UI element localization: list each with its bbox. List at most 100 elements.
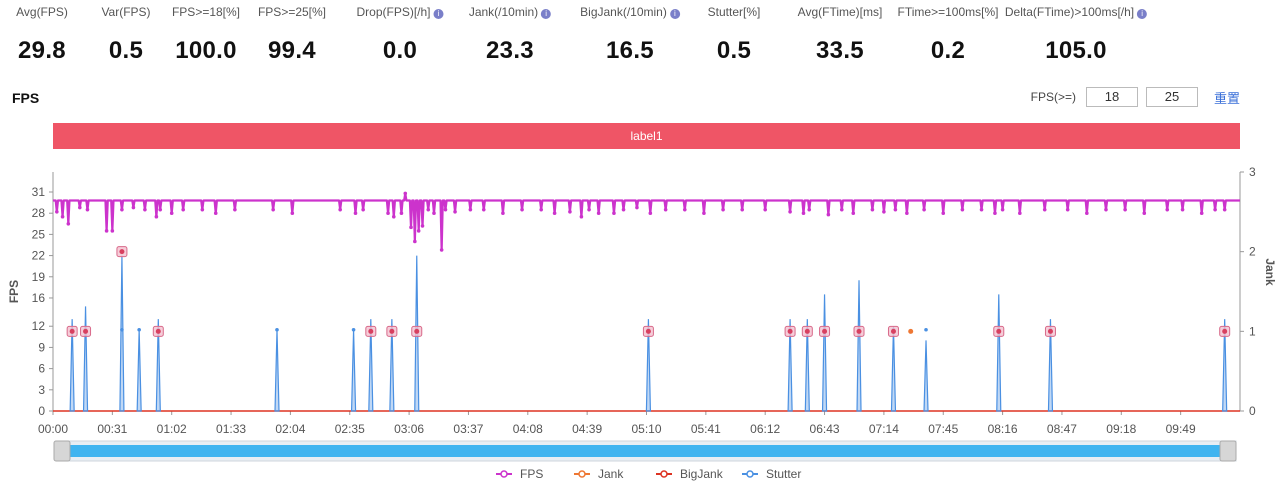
fps-point: [612, 211, 616, 215]
info-icon[interactable]: i: [669, 9, 680, 19]
zoom-handle-right[interactable]: [1219, 440, 1237, 462]
stutter-spike: [155, 319, 161, 412]
fps-point: [181, 207, 185, 212]
fps-point: [826, 212, 831, 217]
info-icon[interactable]: i: [1137, 9, 1148, 19]
zoom-handle-left[interactable]: [53, 440, 71, 462]
stutter-spike: [350, 329, 357, 412]
x-tick-label: 06:43: [810, 422, 840, 436]
stutter-spike: [1222, 319, 1228, 412]
fps-point: [501, 211, 505, 215]
reset-button[interactable]: 重置: [1213, 90, 1240, 106]
stat-value: 0.5: [108, 37, 144, 64]
fps-point: [290, 211, 295, 215]
fps-point: [1104, 207, 1108, 212]
fps-point: [587, 207, 591, 212]
fps-point: [1142, 211, 1147, 215]
fps-point: [386, 211, 390, 215]
stutter-point: [924, 327, 928, 332]
y-right-tick-label: 2: [1249, 245, 1256, 259]
legend-label[interactable]: Stutter: [766, 467, 801, 481]
x-tick-label: 07:14: [869, 422, 899, 436]
fps-point: [158, 207, 163, 212]
fps-point: [66, 221, 71, 226]
stutter-spike: [274, 329, 280, 412]
jank-marker-dot: [804, 328, 810, 334]
fps-point: [788, 209, 792, 214]
stat-0: Avg(FPS) 29.8: [16, 0, 68, 65]
fps-point: [648, 211, 653, 215]
fps-point: [1000, 207, 1005, 212]
x-tick-label: 06:12: [750, 422, 780, 436]
legend-label[interactable]: FPS: [520, 467, 543, 481]
threshold-input-low[interactable]: 18: [1085, 87, 1138, 107]
label-band-text: label1: [630, 129, 662, 143]
y-left-tick-label: 25: [32, 227, 46, 241]
fps-point: [200, 207, 205, 212]
stat-6: BigJank(/10min) i 16.5: [580, 0, 680, 65]
stat-value: 29.8: [18, 37, 66, 64]
y-right-tick-label: 0: [1249, 404, 1256, 418]
info-icon[interactable]: i: [541, 9, 552, 19]
x-tick-label: 03:37: [453, 422, 483, 436]
x-tick-label: 00:31: [97, 422, 127, 436]
fps-point: [85, 207, 90, 212]
zoom-slider-range[interactable]: [66, 445, 1226, 457]
fps-point: [1180, 207, 1185, 212]
legend-marker: [746, 470, 754, 478]
stat-label: Stutter[%]: [708, 4, 761, 20]
stat-8: Avg(FTime)[ms] 33.5: [798, 0, 883, 65]
y-right-axis-title: Jank: [1263, 258, 1277, 286]
stat-label: BigJank(/10min) i: [580, 4, 680, 20]
legend-label[interactable]: BigJank: [680, 467, 724, 481]
y-left-tick-label: 19: [32, 270, 46, 284]
jank-marker-dot: [414, 328, 420, 334]
jank-marker-dot: [389, 328, 395, 334]
fps-point: [520, 207, 524, 212]
x-tick-label: 09:18: [1106, 422, 1136, 436]
legend-marker: [500, 470, 508, 478]
fps-point: [922, 207, 926, 212]
fps-point: [391, 214, 396, 219]
threshold-label: FPS(>=): [1030, 90, 1076, 104]
fps-point: [481, 207, 486, 212]
stats-bar: Avg(FPS) 29.8 Var(FPS) 0.5 FPS>=18[%] 100.0 FP…: [0, 0, 1280, 70]
stat-4: Drop(FPS)[/h] i 0.0: [356, 0, 444, 65]
threshold-input-high[interactable]: 25: [1145, 87, 1198, 107]
fps-point: [60, 214, 65, 219]
fps-point: [1042, 207, 1047, 212]
stat-label-text: BigJank(/10min): [580, 5, 667, 19]
stutter-spike: [821, 294, 828, 412]
stutter-spike: [82, 306, 89, 412]
jank-marker-dot: [69, 328, 75, 334]
stat-label: FPS>=18[%]: [172, 4, 240, 20]
fps-point: [1085, 211, 1089, 215]
fps-point: [721, 207, 725, 212]
fps-point: [740, 207, 745, 212]
fps-point: [682, 207, 687, 212]
stat-label-text: Stutter[%]: [707, 5, 761, 19]
fps-point: [1018, 211, 1022, 215]
fps-point: [55, 209, 59, 214]
stat-value: 0.2: [930, 37, 966, 64]
fps-point: [169, 211, 174, 215]
legend-label[interactable]: Jank: [598, 467, 624, 481]
fps-point: [432, 211, 436, 215]
fps-point: [702, 211, 706, 215]
jank-marker-dot: [787, 328, 793, 334]
stat-value: 105.0: [1045, 37, 1107, 64]
x-tick-label: 07:45: [928, 422, 958, 436]
y-left-tick-label: 6: [38, 362, 45, 376]
jank-marker-dot: [119, 249, 125, 255]
fps-point: [154, 214, 159, 219]
info-icon[interactable]: i: [433, 9, 444, 19]
fps-point: [468, 207, 473, 212]
fps-point: [635, 205, 639, 210]
stat-label-text: Delta(FTime)>100ms[/h]: [1004, 5, 1135, 19]
fps-point: [131, 205, 136, 210]
y-left-tick-label: 22: [32, 249, 46, 263]
jank-marker-dot: [856, 328, 862, 334]
x-tick-label: 08:47: [1047, 422, 1077, 436]
fps-point: [361, 207, 365, 212]
